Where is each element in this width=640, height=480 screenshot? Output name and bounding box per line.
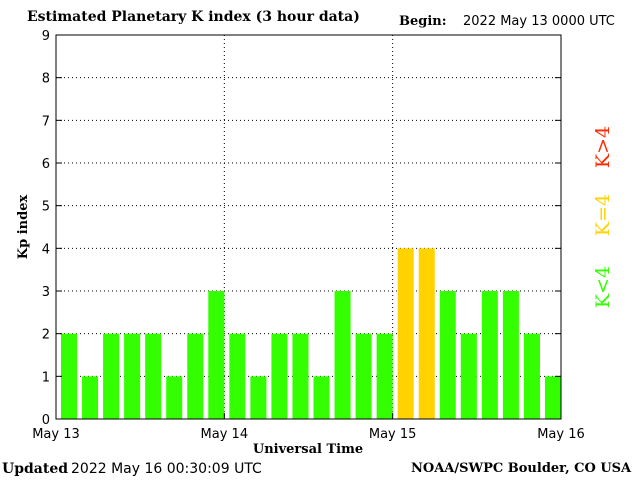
kp-bar — [439, 291, 456, 419]
kp-bar — [229, 333, 246, 419]
kp-bar — [250, 376, 267, 419]
y-tick-label: 3 — [42, 285, 50, 300]
chart-title: Estimated Planetary K index (3 hour data… — [27, 9, 360, 25]
y-tick-label: 6 — [42, 157, 50, 172]
kp-bar — [334, 291, 351, 419]
kp-bar — [313, 376, 330, 419]
begin-label: Begin: — [399, 14, 447, 29]
plot-frame — [55, 34, 562, 420]
kp-bar — [187, 333, 204, 419]
kp-bar — [208, 291, 225, 419]
kp-bar — [271, 333, 288, 419]
y-axis-ticks: 0 1 2 3 4 5 6 7 8 9 — [42, 29, 561, 428]
x-tick-label: May 14 — [201, 427, 249, 442]
kp-bar — [124, 333, 141, 419]
x-tick-label: May 13 — [32, 427, 80, 442]
kp-bar — [103, 333, 120, 419]
begin-value: 2022 May 13 0000 UTC — [463, 14, 615, 29]
kp-bar — [418, 248, 435, 419]
bars — [61, 248, 561, 419]
y-axis-label: Kp index — [16, 195, 31, 260]
kp-bar — [544, 376, 561, 419]
kp-bar — [397, 248, 414, 419]
kp-bar — [145, 333, 162, 419]
kp-bar — [82, 376, 99, 419]
legend: K<4 K=4 K>4 — [592, 126, 614, 308]
kp-bar — [460, 333, 477, 419]
kp-bar — [481, 291, 498, 419]
y-tick-label: 8 — [42, 72, 50, 87]
y-tick-label: 9 — [42, 29, 50, 44]
kp-bar — [61, 333, 78, 419]
legend-item: K=4 — [592, 194, 614, 236]
y-tick-label: 0 — [42, 413, 50, 428]
legend-item: K<4 — [592, 266, 614, 308]
x-tick-label: May 16 — [537, 427, 585, 442]
x-axis-label: Universal Time — [253, 442, 363, 457]
kp-bar — [355, 333, 372, 419]
kp-bar — [502, 291, 519, 419]
y-tick-label: 2 — [42, 328, 50, 343]
x-axis-ticks: May 13 May 14 May 15 May 16 — [32, 413, 585, 442]
y-tick-label: 4 — [42, 242, 50, 257]
legend-item: K>4 — [592, 126, 614, 168]
x-tick-label: May 15 — [369, 427, 417, 442]
y-tick-label: 7 — [42, 114, 50, 129]
updated-value: 2022 May 16 00:30:09 UTC — [71, 461, 262, 477]
kp-bar — [292, 333, 309, 419]
y-tick-label: 1 — [42, 370, 50, 385]
kp-bar — [523, 333, 540, 419]
updated-label: Updated — [2, 461, 69, 477]
kp-bar — [376, 333, 393, 419]
kp-bar — [166, 376, 183, 419]
y-tick-label: 5 — [42, 200, 50, 215]
source-credit: NOAA/SWPC Boulder, CO USA — [411, 461, 632, 476]
